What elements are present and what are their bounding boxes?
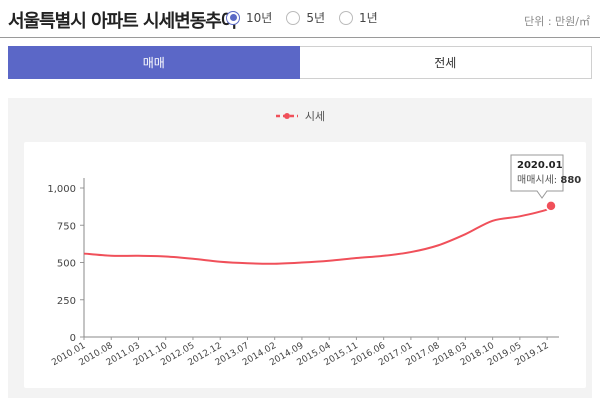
series-line: [83, 205, 552, 265]
line-chart: 02505007501,0002010.012010.082011.032011…: [24, 142, 586, 388]
period-radio-group: 10년 5년 1년: [226, 9, 392, 26]
tab-jeonse[interactable]: 전세: [299, 46, 592, 79]
period-option-label: 10년: [246, 11, 273, 25]
page-title: 서울특별시 아파트 시세변동추이: [8, 11, 237, 32]
period-option-label: 5년: [306, 11, 325, 25]
y-tick-label: 750: [57, 221, 76, 232]
unit-label: 단위 : 만원/㎡: [524, 15, 590, 28]
tab-sale[interactable]: 매매: [8, 46, 300, 79]
tooltip-box: [510, 154, 564, 199]
y-tick-label: 0: [70, 333, 76, 344]
legend-label: 시세: [304, 110, 326, 123]
chart-legend[interactable]: 시세: [8, 108, 592, 124]
period-option-label: 1년: [359, 11, 378, 25]
y-tick-label: 1,000: [47, 184, 76, 195]
chart-panel: 시세 0 250 500 750 1,000 2010.01 2010.08 2011.03 2…: [8, 98, 592, 398]
radio-selected-icon[interactable]: [226, 10, 240, 25]
plot-area: [24, 142, 586, 388]
header-divider: [0, 37, 600, 38]
tooltip-date: 2020.01: [517, 160, 563, 171]
radio-unselected-icon[interactable]: [286, 10, 301, 25]
period-option-10y[interactable]: 10년: [226, 9, 272, 26]
period-option-5y[interactable]: 5년: [286, 9, 325, 26]
radio-unselected-icon[interactable]: [339, 10, 353, 25]
y-tick-label: 250: [57, 296, 76, 307]
trade-type-tabs: 매매 전세: [8, 46, 592, 79]
tooltip-value: 매매시세: 880: [517, 174, 581, 186]
period-option-1y[interactable]: 1년: [339, 9, 378, 26]
y-tick-label: 500: [57, 259, 76, 270]
legend-line-icon: [275, 113, 298, 119]
highlighted-data-point[interactable]: [545, 200, 557, 212]
